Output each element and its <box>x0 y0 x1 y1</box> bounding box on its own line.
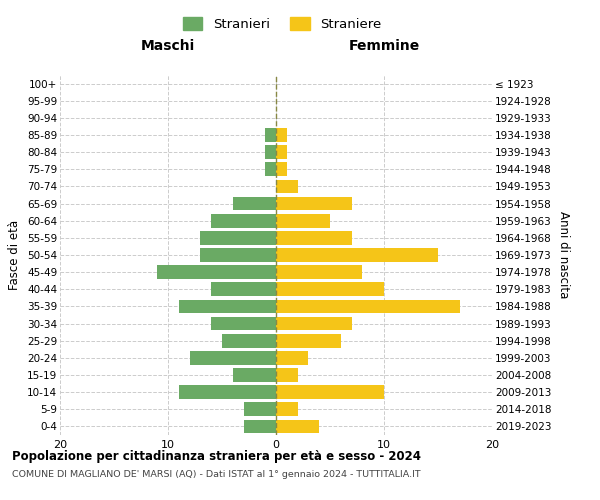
Y-axis label: Anni di nascita: Anni di nascita <box>557 212 570 298</box>
Bar <box>211 214 276 228</box>
Bar <box>244 402 276 416</box>
Bar <box>276 196 352 210</box>
Bar <box>276 162 287 176</box>
Bar <box>276 248 438 262</box>
Bar <box>276 316 352 330</box>
Bar <box>265 128 276 142</box>
Bar <box>276 146 287 159</box>
Bar <box>190 351 276 364</box>
Bar <box>276 214 330 228</box>
Bar <box>157 266 276 279</box>
Bar <box>276 402 298 416</box>
Text: Maschi: Maschi <box>141 40 195 54</box>
Bar <box>233 368 276 382</box>
Y-axis label: Fasce di età: Fasce di età <box>8 220 22 290</box>
Bar <box>276 128 287 142</box>
Bar <box>276 386 384 399</box>
Bar <box>244 420 276 434</box>
Bar <box>276 180 298 194</box>
Text: Popolazione per cittadinanza straniera per età e sesso - 2024: Popolazione per cittadinanza straniera p… <box>12 450 421 463</box>
Legend: Stranieri, Straniere: Stranieri, Straniere <box>178 12 386 36</box>
Bar <box>222 334 276 347</box>
Text: COMUNE DI MAGLIANO DE' MARSI (AQ) - Dati ISTAT al 1° gennaio 2024 - TUTTITALIA.I: COMUNE DI MAGLIANO DE' MARSI (AQ) - Dati… <box>12 470 421 479</box>
Bar <box>276 300 460 314</box>
Bar <box>233 196 276 210</box>
Bar <box>265 162 276 176</box>
Bar <box>276 351 308 364</box>
Bar <box>179 300 276 314</box>
Bar <box>276 282 384 296</box>
Bar <box>265 146 276 159</box>
Bar <box>200 231 276 244</box>
Bar <box>276 368 298 382</box>
Bar <box>200 248 276 262</box>
Bar <box>276 334 341 347</box>
Bar <box>211 316 276 330</box>
Bar <box>276 266 362 279</box>
Bar <box>211 282 276 296</box>
Bar <box>276 420 319 434</box>
Text: Femmine: Femmine <box>349 40 419 54</box>
Bar <box>276 231 352 244</box>
Bar <box>179 386 276 399</box>
